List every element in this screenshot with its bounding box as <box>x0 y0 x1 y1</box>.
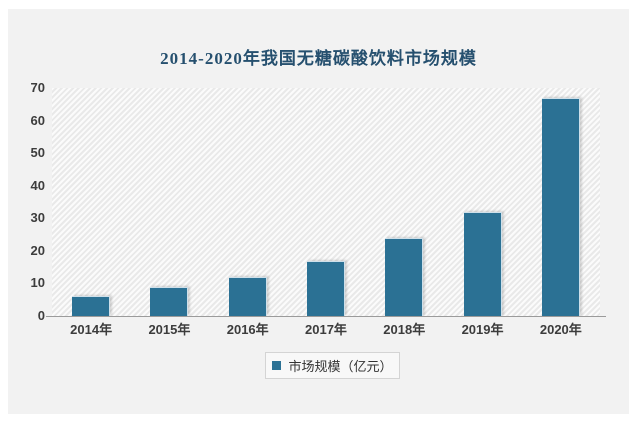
bar <box>150 286 189 316</box>
x-axis-tick-label: 2015年 <box>148 322 191 337</box>
bar-slot <box>443 88 521 316</box>
plot-area <box>52 88 600 316</box>
bar-slot <box>209 88 287 316</box>
x-axis-line <box>46 316 606 317</box>
bar-series <box>52 88 600 316</box>
y-axis-tick-label: 30 <box>30 210 45 226</box>
bar <box>228 276 267 316</box>
bar-slot <box>287 88 365 316</box>
bar <box>463 211 502 316</box>
y-axis-tick-label: 60 <box>30 112 45 128</box>
chart-title: 2014-2020年我国无糖碳酸饮料市场规模 <box>160 49 477 68</box>
bar-slot <box>52 88 130 316</box>
bar-slot <box>522 88 600 316</box>
x-axis-tick-label: 2018年 <box>383 322 426 337</box>
x-axis-tick-label: 2020年 <box>539 322 582 337</box>
chart-panel: 2014-2020年我国无糖碳酸饮料市场规模 0 10 20 30 40 50 60 70 2… <box>8 9 629 414</box>
legend-label: 市场规模（亿元） <box>288 359 393 374</box>
y-axis-tick-label: 40 <box>30 177 45 193</box>
x-axis-tick-label: 2016年 <box>226 322 269 337</box>
bar <box>72 296 111 316</box>
x-axis: 2014年 2015年 2016年 2017年 2018年 2019年 2020年 <box>52 322 600 338</box>
y-axis-tick-label: 10 <box>30 275 45 291</box>
bar <box>541 97 580 316</box>
bar <box>306 260 345 316</box>
bar-slot <box>365 88 443 316</box>
bar <box>385 237 424 316</box>
x-axis-tick-label: 2017年 <box>305 322 347 337</box>
legend-swatch-icon <box>272 361 282 370</box>
legend: 市场规模（亿元） <box>265 352 400 379</box>
y-axis-tick-label: 50 <box>30 145 45 161</box>
x-axis-tick-label: 2019年 <box>461 322 504 337</box>
y-axis-tick-label: 0 <box>37 308 45 323</box>
y-axis-tick-label: 20 <box>30 242 45 258</box>
bar-slot <box>130 88 208 316</box>
y-axis-tick-label: 70 <box>30 80 45 95</box>
y-axis: 0 10 20 30 40 50 60 70 <box>8 9 45 414</box>
x-axis-tick-label: 2014年 <box>70 322 113 337</box>
